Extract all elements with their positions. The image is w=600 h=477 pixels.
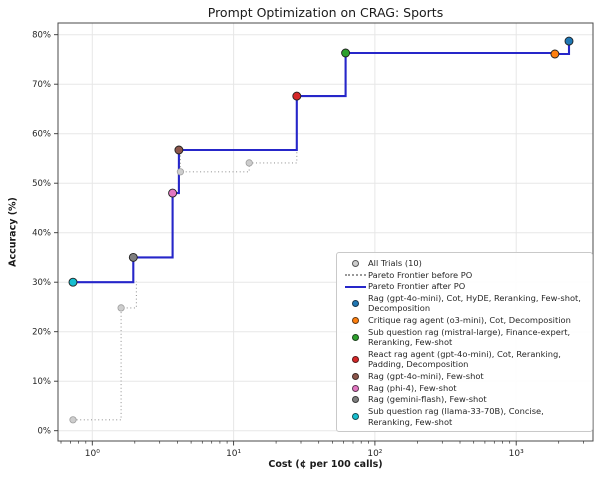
- y-tick-label: 50%: [32, 179, 51, 189]
- legend-item-label: Rag (gemini-flash), Few-shot: [368, 394, 487, 405]
- frontier-point: [168, 188, 178, 198]
- frontier-point: [292, 91, 302, 101]
- legend-item: Sub question rag (mistral-large), Financ…: [342, 327, 586, 348]
- legend-item: Pareto Frontier after PO: [342, 281, 586, 292]
- legend: All Trials (10) Pareto Frontier before PO…: [336, 252, 593, 433]
- legend-item: React rag agent (gpt-4o-mini), Cot, Rera…: [342, 349, 586, 370]
- trial-point: [176, 168, 184, 176]
- trial-point: [245, 159, 253, 167]
- y-tick-label: 0%: [38, 427, 52, 437]
- dot-swatch: [351, 413, 359, 421]
- pareto-before-line: [179, 151, 298, 173]
- legend-marker-icon: [342, 413, 368, 421]
- legend-item: Critique rag agent (o3-mini), Cot, Decom…: [342, 315, 586, 326]
- legend-marker-icon: [342, 372, 368, 380]
- legend-item-label: Rag (gpt-4o-mini), Cot, HyDE, Reranking,…: [368, 292, 581, 314]
- legend-item-label: Sub question rag (llama-33-70B), Concise…: [368, 405, 544, 427]
- dot-swatch: [351, 372, 359, 380]
- legend-item-label: Sub question rag (mistral-large), Financ…: [368, 326, 571, 348]
- x-axis-label: Cost (¢ per 100 calls): [268, 459, 383, 470]
- y-tick-label: 10%: [32, 377, 51, 387]
- y-tick-label: 40%: [32, 229, 51, 239]
- dot-swatch: [351, 299, 359, 307]
- frontier-point: [68, 277, 78, 287]
- legend-item: Pareto Frontier before PO: [342, 270, 586, 281]
- y-tick-label: 20%: [32, 328, 51, 338]
- dot-swatch: [351, 259, 359, 267]
- x-tick-label: 10³: [509, 449, 524, 459]
- dot-swatch: [351, 333, 359, 341]
- y-tick-label: 80%: [32, 31, 51, 41]
- frontier-point: [550, 49, 560, 59]
- x-tick-label: 10²: [367, 449, 382, 459]
- x-tick-label: 10⁰: [85, 449, 100, 459]
- frontier-point: [174, 145, 184, 155]
- legend-item-label: Pareto Frontier after PO: [368, 281, 466, 292]
- dot-swatch: [351, 355, 359, 363]
- y-tick-label: 70%: [32, 80, 51, 90]
- x-tick-label: 10¹: [226, 449, 241, 459]
- legend-item-label: Pareto Frontier before PO: [368, 269, 473, 280]
- axes-spines: [57, 22, 594, 442]
- legend-line-icon: [342, 285, 368, 288]
- frontier-point: [341, 48, 351, 58]
- legend-marker-icon: [342, 299, 368, 307]
- legend-item: Rag (phi-4), Few-shot: [342, 383, 586, 394]
- legend-item-label: Critique rag agent (o3-mini), Cot, Decom…: [368, 315, 571, 326]
- chart-title: Prompt Optimization on CRAG: Sports: [207, 5, 444, 20]
- legend-item: Rag (gemini-flash), Few-shot: [342, 394, 586, 405]
- trial-point: [117, 304, 125, 312]
- legend-marker-icon: [342, 316, 368, 324]
- legend-marker-icon: [342, 355, 368, 363]
- pareto-before-line: [73, 281, 137, 421]
- frontier-point: [564, 36, 574, 46]
- legend-marker-icon: [342, 259, 368, 267]
- legend-line-icon: [342, 273, 368, 276]
- frontier-point: [128, 252, 138, 262]
- legend-item: Rag (gpt-4o-mini), Cot, HyDE, Reranking,…: [342, 293, 586, 314]
- y-tick-label: 60%: [32, 130, 51, 140]
- dot-swatch: [351, 396, 359, 404]
- legend-item-label: All Trials (10): [368, 258, 422, 268]
- legend-marker-icon: [342, 384, 368, 392]
- legend-item-label: React rag agent (gpt-4o-mini), Cot, Rera…: [368, 348, 561, 370]
- trial-point: [69, 416, 77, 424]
- dotted-line-swatch: [344, 273, 366, 276]
- dot-swatch: [351, 384, 359, 392]
- line-swatch: [344, 285, 366, 288]
- legend-marker-icon: [342, 333, 368, 341]
- legend-item: Rag (gpt-4o-mini), Few-shot: [342, 371, 586, 382]
- legend-item: Sub question rag (llama-33-70B), Concise…: [342, 406, 586, 427]
- legend-marker-icon: [342, 396, 368, 404]
- legend-item-label: Rag (gpt-4o-mini), Few-shot: [368, 371, 484, 382]
- legend-item-label: Rag (phi-4), Few-shot: [368, 382, 457, 393]
- legend-item: All Trials (10): [342, 258, 586, 269]
- pareto-after-line: [73, 41, 571, 284]
- dot-swatch: [351, 316, 359, 324]
- y-tick-label: 30%: [32, 278, 51, 288]
